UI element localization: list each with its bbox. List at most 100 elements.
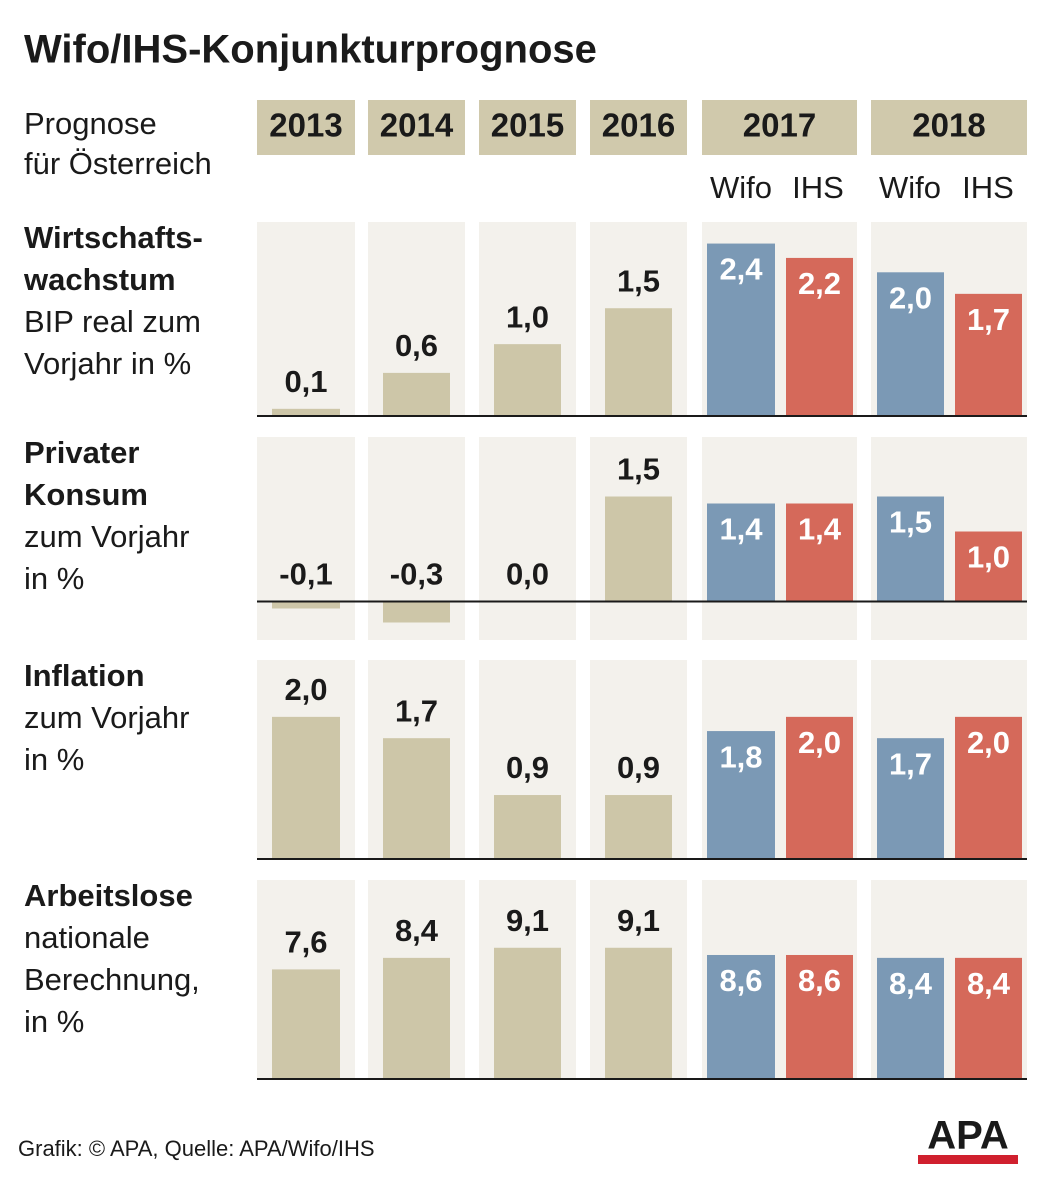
- panel-subtitle: zum Vorjahr: [24, 700, 189, 735]
- bar: [383, 372, 450, 416]
- bar: [272, 716, 340, 859]
- value-label: 8,4: [889, 966, 933, 1001]
- panel-title: Wirtschafts-: [24, 220, 203, 255]
- value-label: -0,3: [390, 557, 443, 592]
- panel-background: [257, 222, 355, 416]
- panel-subtitle: in %: [24, 742, 84, 777]
- panel-subtitle: zum Vorjahr: [24, 519, 189, 554]
- panel-subtitle: in %: [24, 1004, 84, 1039]
- value-label: 2,0: [967, 725, 1010, 760]
- header-box: [368, 100, 465, 155]
- value-label: 2,4: [719, 252, 763, 287]
- bar: [383, 957, 450, 1079]
- value-label: 1,5: [617, 263, 660, 298]
- bar: [494, 344, 561, 416]
- bar: [786, 954, 853, 1079]
- value-label: 1,0: [506, 299, 549, 334]
- bar: [877, 496, 944, 602]
- chart-title: Wifo/IHS-Konjunkturprognose: [24, 28, 597, 72]
- bar: [955, 531, 1022, 602]
- legend-label: Wifo: [879, 170, 941, 205]
- bar: [383, 738, 450, 859]
- year-label: 2013: [269, 107, 342, 144]
- bar: [707, 243, 775, 416]
- bar: [877, 957, 944, 1079]
- bar: [955, 716, 1022, 859]
- bar: [605, 795, 672, 859]
- bar: [605, 947, 672, 1079]
- value-label: 0,9: [506, 750, 549, 785]
- panel-subtitle: nationale: [24, 920, 150, 955]
- value-label: 2,2: [798, 266, 841, 301]
- value-label: 9,1: [617, 903, 660, 938]
- value-label: 0,6: [395, 328, 438, 363]
- panel-subtitle: in %: [24, 561, 84, 596]
- bar: [786, 503, 853, 602]
- bar: [707, 731, 775, 859]
- year-label: 2014: [380, 107, 454, 144]
- value-label: 1,4: [719, 512, 763, 547]
- bar: [955, 957, 1022, 1079]
- bar: [707, 503, 775, 602]
- bar: [707, 954, 775, 1079]
- panel-background: [257, 437, 355, 640]
- header-label: Prognose: [24, 106, 157, 141]
- value-label: 1,0: [967, 540, 1010, 575]
- bar: [383, 601, 450, 623]
- header-box: [871, 100, 1027, 155]
- header-box: [702, 100, 857, 155]
- panel-title: Konsum: [24, 477, 148, 512]
- bar: [605, 308, 672, 416]
- value-label: 8,6: [719, 963, 762, 998]
- logo-bar: [918, 1155, 1018, 1164]
- value-label: 1,7: [889, 746, 932, 781]
- value-label: 0,0: [506, 557, 549, 592]
- header-box: [590, 100, 687, 155]
- value-label: 8,6: [798, 963, 841, 998]
- bar: [272, 408, 340, 416]
- panel-title: Arbeitslose: [24, 878, 193, 913]
- value-label: 7,6: [284, 925, 327, 960]
- panel-title: Privater: [24, 435, 139, 470]
- value-label: 8,4: [395, 913, 439, 948]
- value-label: 1,7: [395, 693, 438, 728]
- value-label: 1,5: [617, 452, 660, 487]
- bar: [494, 795, 561, 859]
- value-label: 2,0: [889, 280, 932, 315]
- bar: [786, 257, 853, 416]
- panel-title: wachstum: [23, 262, 176, 297]
- bar: [955, 293, 1022, 416]
- header-label: für Österreich: [24, 146, 212, 181]
- logo: APA: [927, 1114, 1008, 1158]
- panel-subtitle: Berechnung,: [24, 962, 200, 997]
- legend-label: Wifo: [710, 170, 772, 205]
- value-label: 1,7: [967, 302, 1010, 337]
- year-label: 2015: [491, 107, 564, 144]
- year-label: 2016: [602, 107, 675, 144]
- bar: [605, 496, 672, 602]
- value-label: 0,9: [617, 750, 660, 785]
- panel-background: [479, 437, 576, 640]
- value-label: 1,8: [719, 739, 762, 774]
- value-label: 2,0: [798, 725, 841, 760]
- value-label: 9,1: [506, 903, 549, 938]
- year-label: 2018: [912, 107, 985, 144]
- panel-subtitle: BIP real zum: [24, 304, 201, 339]
- value-label: 1,4: [798, 512, 842, 547]
- value-label: 0,1: [284, 364, 327, 399]
- bar: [272, 601, 340, 609]
- bar: [786, 716, 853, 859]
- bar: [494, 947, 561, 1079]
- value-label: 8,4: [967, 966, 1011, 1001]
- year-label: 2017: [743, 107, 816, 144]
- value-label: 2,0: [284, 672, 327, 707]
- value-label: -0,1: [279, 557, 332, 592]
- header-box: [257, 100, 355, 155]
- panel-title: Inflation: [24, 658, 145, 693]
- bar: [877, 272, 944, 416]
- header-box: [479, 100, 576, 155]
- value-label: 1,5: [889, 505, 932, 540]
- source: Grafik: © APA, Quelle: APA/Wifo/IHS: [18, 1136, 375, 1161]
- bar: [877, 738, 944, 859]
